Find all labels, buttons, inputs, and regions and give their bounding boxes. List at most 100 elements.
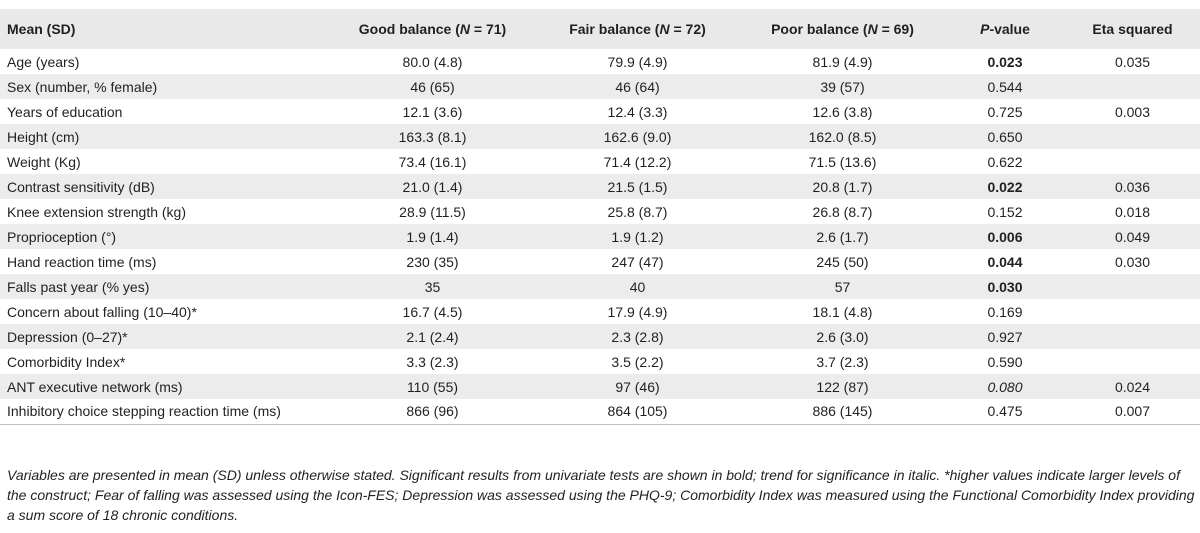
cell-good-balance: 16.7 (4.5) [402, 303, 463, 320]
cell-p-value: 0.590 [987, 353, 1023, 370]
cell-good-balance: 80.0 (4.8) [402, 53, 463, 70]
cell-good-balance: 866 (96) [406, 403, 459, 420]
cell-good-balance: 1.9 (1.4) [406, 228, 459, 245]
header-mean-sd: Mean (SD) [7, 21, 76, 37]
table-row: Years of education 12.1 (3.6) 12.4 (3.3) 12… [0, 99, 1200, 124]
table-footnote: Variables are presented in mean (SD) unl… [7, 467, 1195, 523]
cell-fair-balance: 3.5 (2.2) [611, 353, 664, 370]
cell-good-balance: 21.0 (1.4) [402, 178, 463, 195]
row-label: Height (cm) [7, 128, 80, 145]
table-row: Weight (Kg) 73.4 (16.1) 71.4 (12.2) 71.5 (1… [0, 149, 1200, 174]
table-row: Contrast sensitivity (dB) 21.0 (1.4) 21.5 … [0, 174, 1200, 199]
cell-poor-balance: 3.7 (2.3) [816, 353, 869, 370]
cell-eta-squared: 0.035 [1114, 53, 1151, 70]
table-row: Height (cm) 163.3 (8.1) 162.6 (9.0) 162.0 (… [0, 124, 1200, 149]
cell-good-balance: 163.3 (8.1) [398, 128, 467, 145]
cell-p-value: 0.927 [987, 328, 1023, 345]
cell-p-value: 0.006 [987, 228, 1023, 245]
table-row: Knee extension strength (kg) 28.9 (11.5) 2… [0, 199, 1200, 224]
cell-eta-squared [1065, 349, 1200, 374]
cell-eta-squared: 0.024 [1114, 378, 1151, 395]
cell-poor-balance: 162.0 (8.5) [808, 128, 877, 145]
row-label: Falls past year (% yes) [7, 278, 150, 295]
cell-p-value: 0.030 [987, 278, 1023, 295]
cell-eta-squared: 0.049 [1114, 228, 1151, 245]
cell-eta-squared: 0.018 [1114, 203, 1151, 220]
cell-poor-balance: 245 (50) [816, 253, 869, 270]
cell-poor-balance: 2.6 (1.7) [816, 228, 869, 245]
cell-poor-balance: 81.9 (4.9) [812, 53, 873, 70]
cell-eta-squared [1065, 299, 1200, 324]
cell-poor-balance: 122 (87) [816, 378, 869, 395]
row-label: Weight (Kg) [7, 153, 81, 170]
table-row: Falls past year (% yes) 35 40 57 0.030 [0, 274, 1200, 299]
cell-poor-balance: 2.6 (3.0) [816, 328, 869, 345]
row-label: Years of education [7, 103, 123, 120]
cell-p-value: 0.022 [987, 178, 1023, 195]
cell-fair-balance: 46 (64) [615, 78, 660, 95]
cell-good-balance: 12.1 (3.6) [402, 103, 463, 120]
cell-p-value: 0.622 [987, 153, 1023, 170]
cell-fair-balance: 97 (46) [615, 378, 660, 395]
cell-poor-balance: 886 (145) [812, 403, 873, 420]
cell-eta-squared: 0.030 [1114, 253, 1151, 270]
table-row: Concern about falling (10–40)* 16.7 (4.5)… [0, 299, 1200, 324]
cell-p-value: 0.544 [987, 78, 1023, 95]
cell-poor-balance: 18.1 (4.8) [812, 303, 873, 320]
table-row: Comorbidity Index* 3.3 (2.3) 3.5 (2.2) 3.7 … [0, 349, 1200, 374]
cell-fair-balance: 25.8 (8.7) [607, 203, 668, 220]
header-eta-squared: Eta squared [1092, 21, 1173, 37]
row-label: Concern about falling (10–40)* [7, 303, 197, 320]
cell-poor-balance: 20.8 (1.7) [812, 178, 873, 195]
cell-poor-balance: 57 [834, 278, 851, 295]
cell-p-value: 0.044 [987, 253, 1023, 270]
row-label: Age (years) [7, 53, 80, 70]
cell-p-value: 0.169 [987, 303, 1023, 320]
cell-good-balance: 28.9 (11.5) [399, 203, 466, 220]
cell-eta-squared [1065, 149, 1200, 174]
table-row: Age (years) 80.0 (4.8) 79.9 (4.9) 81.9 (4.9… [0, 49, 1200, 74]
cell-fair-balance: 864 (105) [607, 403, 668, 420]
cell-good-balance: 35 [424, 278, 441, 295]
cell-p-value: 0.650 [987, 128, 1023, 145]
cell-eta-squared [1065, 124, 1200, 149]
table-row: Depression (0–27)* 2.1 (2.4) 2.3 (2.8) 2.6 … [0, 324, 1200, 349]
cell-fair-balance: 1.9 (1.2) [611, 228, 664, 245]
table-body: Age (years) 80.0 (4.8) 79.9 (4.9) 81.9 (4.9… [0, 49, 1200, 424]
cell-poor-balance: 26.8 (8.7) [812, 203, 873, 220]
cell-p-value: 0.023 [987, 53, 1023, 70]
row-label: Sex (number, % female) [7, 78, 158, 95]
table-row: Hand reaction time (ms) 230 (35) 247 (47) 2… [0, 249, 1200, 274]
cell-fair-balance: 79.9 (4.9) [607, 53, 668, 70]
cell-fair-balance: 21.5 (1.5) [607, 178, 668, 195]
cell-fair-balance: 40 [629, 278, 646, 295]
row-label: ANT executive network (ms) [7, 378, 183, 395]
cell-good-balance: 110 (55) [406, 378, 459, 395]
cell-eta-squared: 0.003 [1114, 103, 1151, 120]
header-poor-balance: Poor balance (N = 69) [771, 21, 914, 37]
header-good-balance: Good balance (N = 71) [358, 21, 507, 37]
cell-p-value: 0.152 [987, 203, 1023, 220]
row-label: Hand reaction time (ms) [7, 253, 157, 270]
table-row: Proprioception (°) 1.9 (1.4) 1.9 (1.2) 2.6 … [0, 224, 1200, 249]
cell-eta-squared [1065, 74, 1200, 99]
cell-fair-balance: 247 (47) [611, 253, 664, 270]
cell-poor-balance: 39 (57) [820, 78, 865, 95]
cell-eta-squared [1065, 324, 1200, 349]
cell-fair-balance: 2.3 (2.8) [611, 328, 664, 345]
row-label: Knee extension strength (kg) [7, 203, 186, 220]
cell-p-value: 0.475 [987, 403, 1023, 420]
table-row: ANT executive network (ms) 110 (55) 97 (46… [0, 374, 1200, 399]
row-label: Inhibitory choice stepping reaction time… [7, 403, 281, 420]
cell-eta-squared: 0.036 [1114, 178, 1151, 195]
table-row: Inhibitory choice stepping reaction time… [0, 399, 1200, 424]
row-label: Depression (0–27)* [7, 328, 128, 345]
cell-fair-balance: 71.4 (12.2) [603, 153, 672, 170]
row-label: Comorbidity Index* [7, 353, 126, 370]
table-header-row: Mean (SD) Good balance (N = 71) Fair bal… [0, 9, 1200, 49]
cell-good-balance: 73.4 (16.1) [398, 153, 467, 170]
cell-fair-balance: 162.6 (9.0) [603, 128, 672, 145]
cell-poor-balance: 12.6 (3.8) [812, 103, 873, 120]
cell-p-value: 0.725 [987, 103, 1023, 120]
